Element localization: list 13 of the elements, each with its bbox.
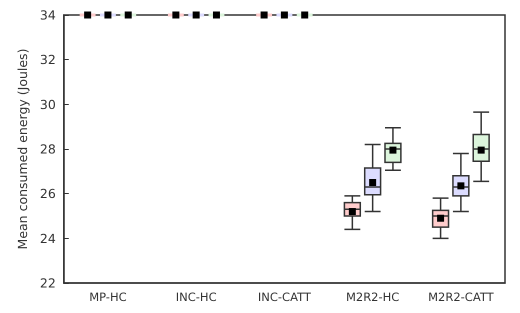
y-tick-label: 28 [40, 142, 56, 156]
x-tick-label: M2R2-HC [346, 290, 400, 304]
x-tick-label: MP-HC [89, 290, 127, 304]
y-axis-title: Mean consumed energy (Joules) [15, 48, 30, 250]
y-tick-label: 34 [40, 8, 56, 22]
y-tick-label: 24 [40, 230, 56, 246]
y-tick-label: 22 [40, 276, 56, 290]
x-tick-label: INC-HC [176, 290, 217, 304]
x-tick-label: INC-CATT [258, 290, 312, 304]
x-tick-label: M2R2-CATT [428, 290, 495, 304]
y-tick-label: 30 [40, 96, 56, 112]
y-tick-label: 32 [40, 52, 56, 68]
y-tick-label: 26 [40, 186, 56, 202]
